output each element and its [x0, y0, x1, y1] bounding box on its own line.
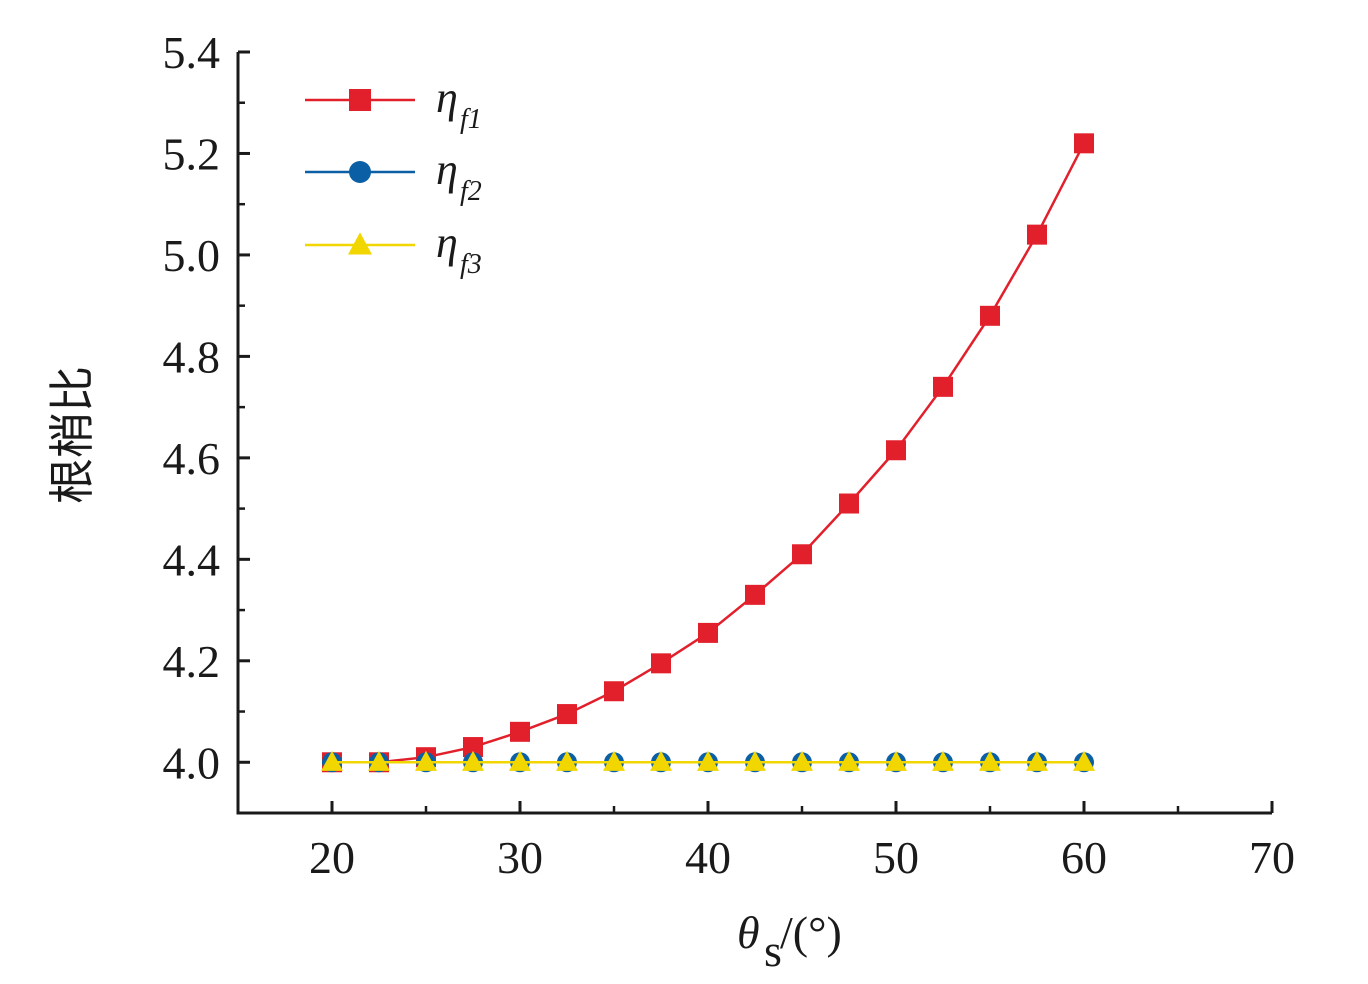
square-marker: [510, 721, 530, 742]
y-tick-label: 4.4: [163, 534, 221, 585]
x-tick-label: 50: [873, 832, 919, 883]
square-marker: [745, 584, 765, 605]
x-tick-label: 70: [1249, 832, 1295, 883]
square-marker: [557, 704, 577, 725]
axis-titles: θ s/(°) 根梢比: [45, 366, 842, 976]
x-axis-title-unit: /(°): [780, 907, 842, 958]
square-marker: [604, 681, 624, 702]
triangle-marker: [368, 750, 390, 771]
x-axis-title-subscript: s: [764, 925, 782, 976]
triangle-marker: [1073, 750, 1095, 771]
y-tick-label: 5.0: [163, 230, 221, 281]
square-marker: [463, 737, 483, 758]
series-f3: [321, 750, 1095, 771]
triangle-marker: [1026, 750, 1048, 771]
legend-item-f2: η f2: [305, 145, 482, 207]
triangle-marker: [462, 750, 484, 771]
triangle-marker: [348, 232, 372, 255]
y-tick-label: 4.8: [163, 331, 221, 382]
triangle-marker: [979, 750, 1001, 771]
legend-label-subscript: f3: [460, 249, 482, 280]
y-axis-title: 根梢比: [45, 366, 99, 504]
legend-item-f3: η f3: [305, 218, 482, 280]
square-marker: [933, 376, 953, 397]
triangle-marker: [838, 750, 860, 771]
y-tick-label: 5.4: [163, 27, 221, 78]
square-marker: [349, 89, 371, 111]
x-tick-label: 40: [685, 832, 731, 883]
series-layer: [321, 133, 1095, 773]
x-tick-label: 20: [309, 832, 355, 883]
square-marker: [698, 622, 718, 643]
legend-label: η: [436, 145, 458, 194]
legend-label-subscript: f2: [460, 176, 482, 207]
y-tick-label: 5.2: [163, 128, 221, 179]
triangle-marker: [885, 750, 907, 771]
x-axis-title-main: θ: [737, 907, 760, 958]
triangle-marker: [509, 750, 531, 771]
legend-label: η: [436, 218, 458, 267]
y-tick-label: 4.6: [163, 433, 221, 484]
triangle-marker: [415, 750, 437, 771]
triangle-marker: [321, 750, 343, 771]
triangle-marker: [556, 750, 578, 771]
square-marker: [1074, 133, 1094, 154]
square-marker: [886, 440, 906, 461]
triangle-marker: [697, 750, 719, 771]
x-tick-label: 30: [497, 832, 543, 883]
square-marker: [980, 305, 1000, 326]
square-marker: [839, 493, 859, 514]
y-tick-label: 4.0: [163, 737, 221, 788]
legend: η f1η f2η f3: [305, 73, 482, 280]
triangle-marker: [932, 750, 954, 771]
x-axis-title: θ s/(°): [737, 907, 842, 976]
triangle-marker: [650, 750, 672, 771]
triangle-marker: [791, 750, 813, 771]
legend-label-subscript: f1: [460, 104, 482, 135]
square-marker: [792, 544, 812, 565]
axes: 4.0 4.2 4.4 4.6 4.8 5.0 5.2 5.4 20 30 40 50 60 70: [163, 27, 1296, 883]
triangle-marker: [603, 750, 625, 771]
legend-item-f1: η f1: [305, 73, 482, 135]
triangle-marker: [744, 750, 766, 771]
square-marker: [651, 653, 671, 674]
circle-marker: [349, 161, 371, 183]
square-marker: [1027, 224, 1047, 245]
legend-label: η: [436, 73, 458, 122]
y-tick-label: 4.2: [163, 636, 221, 687]
x-tick-label: 60: [1061, 832, 1107, 883]
